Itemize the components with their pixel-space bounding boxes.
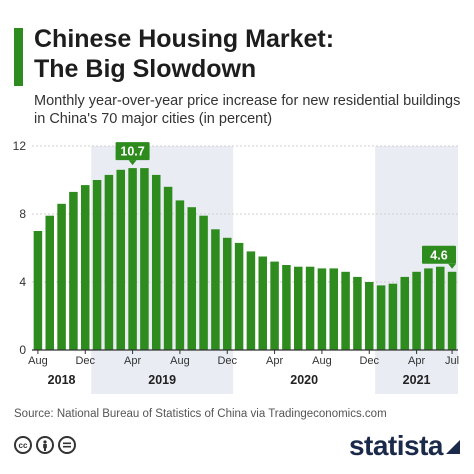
- x-tick-label: Apr: [266, 355, 283, 367]
- bar: [211, 229, 220, 350]
- bar: [234, 242, 244, 350]
- bar: [175, 200, 185, 350]
- bar: [293, 266, 303, 350]
- year-label: 2021: [403, 373, 431, 387]
- bar: [116, 169, 126, 350]
- callout-box: [422, 245, 456, 264]
- bar: [80, 185, 90, 350]
- bar: [341, 271, 350, 350]
- bar: [140, 168, 149, 350]
- x-tick-label: Dec: [75, 355, 95, 367]
- attribution-icon: [36, 436, 54, 454]
- x-tick-label: Aug: [170, 355, 190, 367]
- x-tick-label: Aug: [312, 355, 332, 367]
- bar: [270, 261, 279, 350]
- x-tick-label: Apr: [124, 355, 141, 367]
- cc-icon: cc: [14, 436, 32, 454]
- callout-box: [115, 142, 150, 161]
- bar: [246, 251, 256, 350]
- x-tick-label: Dec: [359, 355, 379, 367]
- bar: [104, 174, 114, 350]
- bar: [69, 191, 78, 350]
- bar: [376, 285, 386, 350]
- callout-pointer: [128, 160, 137, 166]
- year-label: 2018: [48, 373, 76, 387]
- title-line-2: The Big Slowdown: [34, 55, 257, 83]
- no-derivatives-icon: [58, 436, 76, 454]
- x-tick-label: Dec: [217, 355, 237, 367]
- statista-mark-icon: [446, 440, 460, 454]
- y-tick-label: 0: [19, 343, 26, 357]
- bar: [45, 215, 55, 350]
- bar: [199, 215, 208, 350]
- bar: [222, 237, 232, 350]
- brand-name: statista: [348, 430, 444, 461]
- bar: [57, 203, 66, 350]
- x-tick-label: Apr: [408, 355, 425, 367]
- bar: [282, 265, 291, 350]
- bar: [163, 186, 173, 350]
- bar: [92, 180, 102, 350]
- license-icons: cc: [14, 436, 76, 454]
- bar: [151, 174, 161, 350]
- year-band-shade: [91, 146, 234, 394]
- statista-logo[interactable]: statista: [349, 430, 460, 462]
- title-line-1: Chinese Housing Market:: [34, 25, 335, 53]
- y-tick-label: 4: [19, 275, 26, 289]
- y-tick-label: 8: [19, 207, 26, 221]
- bar: [364, 282, 374, 350]
- callout-pointer: [448, 263, 457, 269]
- bar: [353, 276, 362, 350]
- source-note: Source: National Bureau of Statistics of…: [14, 408, 387, 420]
- bar: [33, 231, 43, 350]
- bar: [187, 207, 197, 350]
- bar: [388, 283, 398, 350]
- callout-label: 10.7: [120, 145, 144, 159]
- chart-title: Chinese Housing Market: The Big Slowdown: [34, 24, 464, 84]
- bar: [305, 266, 315, 350]
- bar: [329, 268, 339, 350]
- callout-label: 4.6: [430, 248, 447, 262]
- x-tick-label: Jul: [445, 355, 459, 367]
- bar: [412, 271, 421, 350]
- x-tick-label: Aug: [28, 355, 48, 367]
- bar: [317, 268, 327, 350]
- bar: [435, 266, 445, 350]
- bar: [424, 268, 433, 350]
- bar: [258, 256, 268, 350]
- bar: [447, 271, 457, 350]
- year-label: 2020: [290, 373, 318, 387]
- bar: [400, 276, 410, 350]
- title-accent-bar: [14, 28, 23, 86]
- chart-subtitle: Monthly year-over-year price increase fo…: [34, 93, 461, 127]
- y-tick-label: 12: [13, 139, 27, 153]
- bar: [128, 168, 137, 350]
- year-label: 2019: [148, 373, 176, 387]
